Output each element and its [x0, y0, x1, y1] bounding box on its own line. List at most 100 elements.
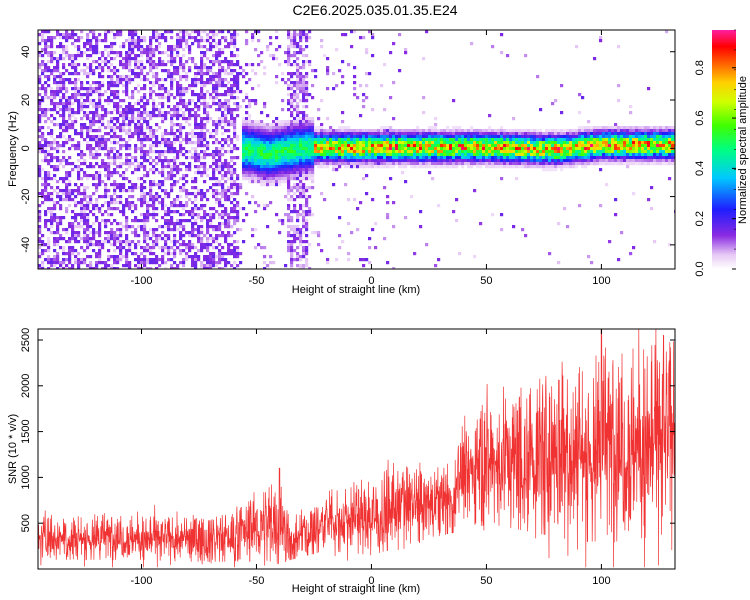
heatmap-cell: [140, 261, 144, 265]
heatmap-cell: [251, 132, 255, 136]
heatmap-cell: [497, 165, 501, 169]
heatmap-cell: [179, 153, 183, 157]
heatmap-cell: [152, 84, 156, 88]
heatmap-cell: [92, 114, 96, 118]
heatmap-cell: [470, 135, 474, 139]
heatmap-cell: [443, 147, 447, 151]
heatmap-cell: [197, 33, 201, 37]
heatmap-cell: [296, 171, 300, 175]
heatmap-cell: [386, 213, 390, 217]
heatmap-cell: [365, 174, 369, 178]
heatmap-cell: [302, 159, 306, 163]
heatmap-cell: [41, 69, 45, 73]
heatmap-cell: [242, 159, 246, 163]
heatmap-cell: [401, 171, 405, 175]
heatmap-cell: [320, 159, 324, 163]
heatmap-cell: [443, 153, 447, 157]
heatmap-cell: [56, 219, 60, 223]
heatmap-cell: [83, 45, 87, 49]
heatmap-cell: [98, 240, 102, 244]
heatmap-cell: [89, 165, 93, 169]
heatmap-cell: [224, 84, 228, 88]
heatmap-cell: [140, 123, 144, 127]
heatmap-cell: [155, 219, 159, 223]
heatmap-cell: [236, 72, 240, 76]
heatmap-cell: [485, 162, 489, 166]
heatmap-cell: [74, 258, 78, 262]
heatmap-cell: [167, 111, 171, 115]
heatmap-cell: [74, 87, 78, 91]
heatmap-cell: [287, 246, 291, 250]
heatmap-cell: [83, 222, 87, 226]
heatmap-cell: [143, 246, 147, 250]
heatmap-cell: [143, 36, 147, 40]
heatmap-cell: [344, 183, 348, 187]
heatmap-cell: [125, 63, 129, 67]
heatmap-cell: [317, 138, 321, 142]
heatmap-cell: [194, 30, 198, 34]
heatmap-cell: [272, 156, 276, 160]
heatmap-cell: [212, 120, 216, 124]
heatmap-cell: [134, 117, 138, 121]
heatmap-cell: [245, 192, 249, 196]
heatmap-cell: [446, 159, 450, 163]
heatmap-cell: [368, 156, 372, 160]
heatmap-cell: [98, 231, 102, 235]
heatmap-cell: [254, 147, 258, 151]
heatmap-cell: [83, 126, 87, 130]
heatmap-cell: [122, 183, 126, 187]
heatmap-cell: [203, 138, 207, 142]
heatmap-cell: [68, 117, 72, 121]
heatmap-cell: [287, 33, 291, 37]
heatmap-cell: [44, 156, 48, 160]
heatmap-cell: [143, 156, 147, 160]
heatmap-cell: [71, 264, 75, 268]
heatmap-cell: [152, 216, 156, 220]
heatmap-cell: [146, 204, 150, 208]
heatmap-cell: [104, 39, 108, 43]
heatmap-cell: [236, 96, 240, 100]
heatmap-cell: [293, 231, 297, 235]
heatmap-cell: [293, 84, 297, 88]
heatmap-cell: [248, 147, 252, 151]
heatmap-cell: [86, 42, 90, 46]
heatmap-cell: [71, 198, 75, 202]
heatmap-cell: [200, 90, 204, 94]
heatmap-cell: [53, 177, 57, 181]
heatmap-cell: [335, 141, 339, 145]
heatmap-cell: [56, 57, 60, 61]
heatmap-cell: [194, 156, 198, 160]
heatmap-cell: [320, 150, 324, 154]
heatmap-cell: [188, 69, 192, 73]
heatmap-cell: [419, 156, 423, 160]
heatmap-cell: [119, 183, 123, 187]
heatmap-cell: [233, 171, 237, 175]
heatmap-cell: [203, 105, 207, 109]
heatmap-cell: [44, 87, 48, 91]
heatmap-cell: [110, 213, 114, 217]
heatmap-cell: [131, 114, 135, 118]
heatmap-cell: [194, 234, 198, 238]
heatmap-cell: [494, 138, 498, 142]
heatmap-cell: [311, 168, 315, 172]
heatmap-cell: [143, 201, 147, 205]
heatmap-cell: [128, 261, 132, 265]
heatmap-cell: [170, 216, 174, 220]
heatmap-cell: [311, 141, 315, 145]
heatmap-cell: [230, 84, 234, 88]
heatmap-cell: [248, 78, 252, 82]
heatmap-cell: [269, 261, 273, 265]
heatmap-cell: [299, 51, 303, 55]
heatmap-cell: [188, 114, 192, 118]
heatmap-cell: [392, 42, 396, 46]
heatmap-cell: [278, 45, 282, 49]
heatmap-cell: [143, 117, 147, 121]
heatmap-cell: [167, 72, 171, 76]
heatmap-cell: [449, 132, 453, 136]
heatmap-cell: [218, 99, 222, 103]
heatmap-cell: [278, 144, 282, 148]
heatmap-cell: [74, 237, 78, 241]
heatmap-cell: [197, 72, 201, 76]
heatmap-cell: [74, 213, 78, 217]
heatmap-cell: [128, 42, 132, 46]
